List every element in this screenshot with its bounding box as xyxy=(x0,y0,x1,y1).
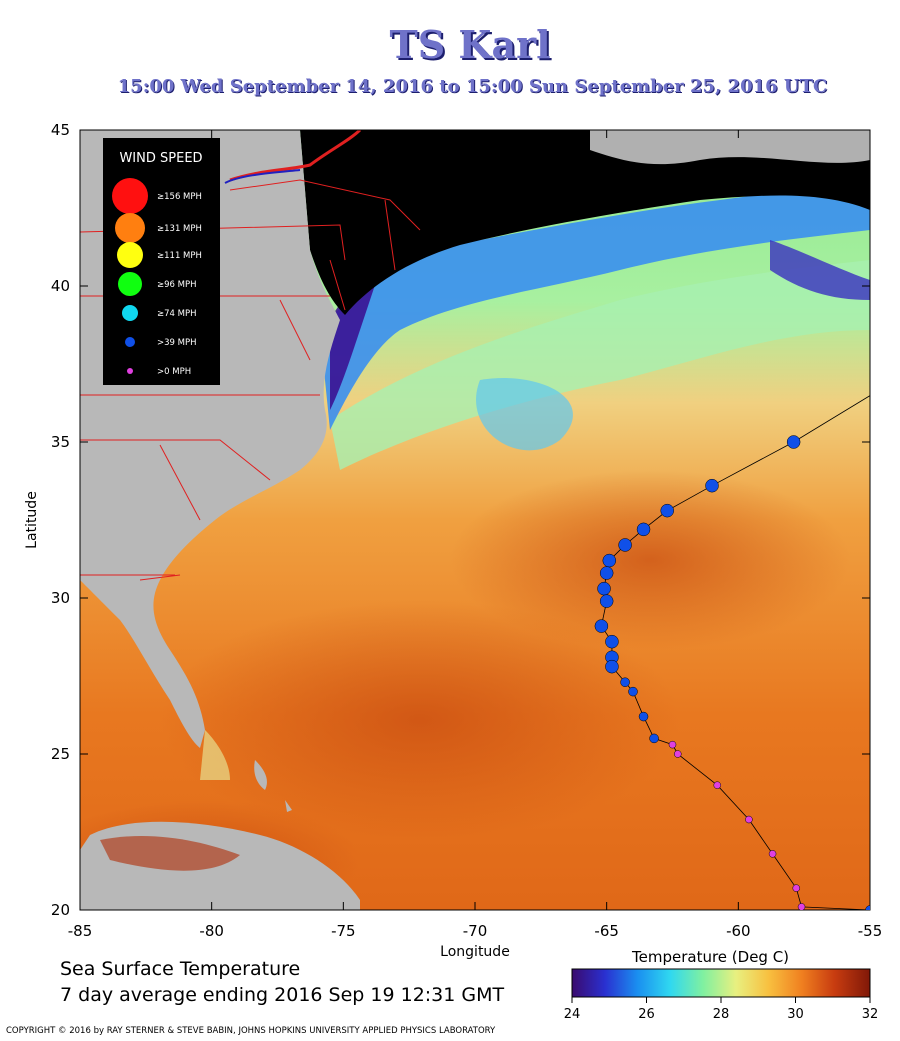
footer-line-2: 7 day average ending 2016 Sep 19 12:31 G… xyxy=(60,984,505,1006)
no-data-region xyxy=(300,130,870,315)
cuba-warm-overlay xyxy=(100,835,240,871)
colorbar-tick-label: 30 xyxy=(787,1007,804,1022)
legend-swatch xyxy=(122,305,138,321)
wind-speed-legend: WIND SPEED ≥156 MPH ≥131 MPH ≥111 MPH ≥96 M… xyxy=(103,138,220,385)
legend-swatch xyxy=(115,213,145,243)
y-tick-label: 30 xyxy=(51,589,70,607)
track-point xyxy=(786,435,801,449)
colorbar-tick-label: 32 xyxy=(862,1007,879,1022)
land-bahamas xyxy=(254,760,267,790)
colorbar-tick-label: 28 xyxy=(713,1007,730,1022)
legend-label: ≥74 MPH xyxy=(157,309,197,319)
legend-label: ≥111 MPH xyxy=(157,251,202,261)
cold-shelf-water xyxy=(320,180,870,430)
track-point xyxy=(605,659,619,674)
legend-label: ≥156 MPH xyxy=(157,192,202,202)
coldest-water xyxy=(770,240,870,300)
x-tick-label: -65 xyxy=(594,922,619,940)
map-plot-area xyxy=(80,130,870,910)
track-point xyxy=(649,733,659,744)
track-point xyxy=(768,850,777,858)
legend-label: ≥131 MPH xyxy=(157,224,202,234)
x-tick-label: -70 xyxy=(463,922,488,940)
track-point xyxy=(792,884,801,892)
track-point xyxy=(865,905,870,910)
legend-swatch xyxy=(117,242,143,268)
x-tick-label: -85 xyxy=(68,922,93,940)
land-bahamas xyxy=(285,800,292,812)
gulf-stream-band xyxy=(330,260,870,470)
x-tick-label: -60 xyxy=(726,922,751,940)
colorbar-title: Temperature (Deg C) xyxy=(632,948,790,966)
track-point xyxy=(705,478,719,493)
copyright-text: COPYRIGHT © 2016 by RAY STERNER & STEVE … xyxy=(6,1026,496,1036)
track-point xyxy=(668,740,677,749)
track-point xyxy=(745,815,753,824)
legend-swatch xyxy=(125,337,135,347)
colorbar-tick-label: 24 xyxy=(564,1007,581,1022)
colorbar-ticks: 24 26 28 30 32 xyxy=(564,997,879,1022)
y-axis-label: Latitude xyxy=(24,491,40,549)
track-point xyxy=(890,373,900,386)
track-point xyxy=(605,634,619,649)
storm-track xyxy=(594,373,900,910)
legend-label: >39 MPH xyxy=(157,338,197,348)
legend-label: ≥96 MPH xyxy=(157,280,197,290)
y-tick-label: 20 xyxy=(51,901,70,919)
track-point xyxy=(660,503,674,518)
y-tick-label: 40 xyxy=(51,277,70,295)
track-point xyxy=(638,711,649,722)
track-point xyxy=(674,750,682,758)
land-nova-scotia xyxy=(590,130,870,165)
shallow-water xyxy=(200,730,230,780)
track-point xyxy=(628,686,638,697)
track-point xyxy=(618,538,632,552)
lake-ontario xyxy=(224,169,301,184)
x-tick-label: -80 xyxy=(199,922,224,940)
map-subtitle: 15:00 Wed September 14, 2016 to 15:00 Su… xyxy=(117,76,828,97)
y-tick-label: 45 xyxy=(51,121,70,139)
track-point xyxy=(713,781,722,789)
map-title: TS Karl xyxy=(389,22,551,67)
great-lakes-border xyxy=(229,130,362,182)
track-point xyxy=(594,619,609,633)
legend-swatch xyxy=(118,272,142,296)
legend-swatch xyxy=(112,178,148,214)
y-tick-label: 25 xyxy=(51,745,70,763)
x-axis-label: Longitude xyxy=(440,944,510,960)
x-tick-label: -55 xyxy=(858,922,883,940)
track-point xyxy=(797,903,806,910)
axis-ticks: -85 -80 -75 -70 -65 -60 -55 45 40 35 30 25 20 xyxy=(51,121,882,940)
cool-eddy xyxy=(476,378,573,451)
y-tick-label: 35 xyxy=(51,433,70,451)
x-tick-label: -75 xyxy=(331,922,356,940)
track-point xyxy=(597,581,611,596)
footer-line-1: Sea Surface Temperature xyxy=(60,958,301,980)
track-point xyxy=(599,594,614,608)
warm-water-patch xyxy=(160,600,680,840)
track-point xyxy=(599,566,614,580)
colorbar-tick-label: 26 xyxy=(638,1007,655,1022)
track-point xyxy=(620,677,630,687)
track-point xyxy=(602,553,617,568)
legend-swatch xyxy=(127,368,133,374)
warm-water-patch xyxy=(450,470,850,650)
legend-label: >0 MPH xyxy=(157,367,191,377)
temperature-colorbar xyxy=(571,968,871,998)
legend-title: WIND SPEED xyxy=(119,151,202,166)
track-point xyxy=(636,522,651,537)
